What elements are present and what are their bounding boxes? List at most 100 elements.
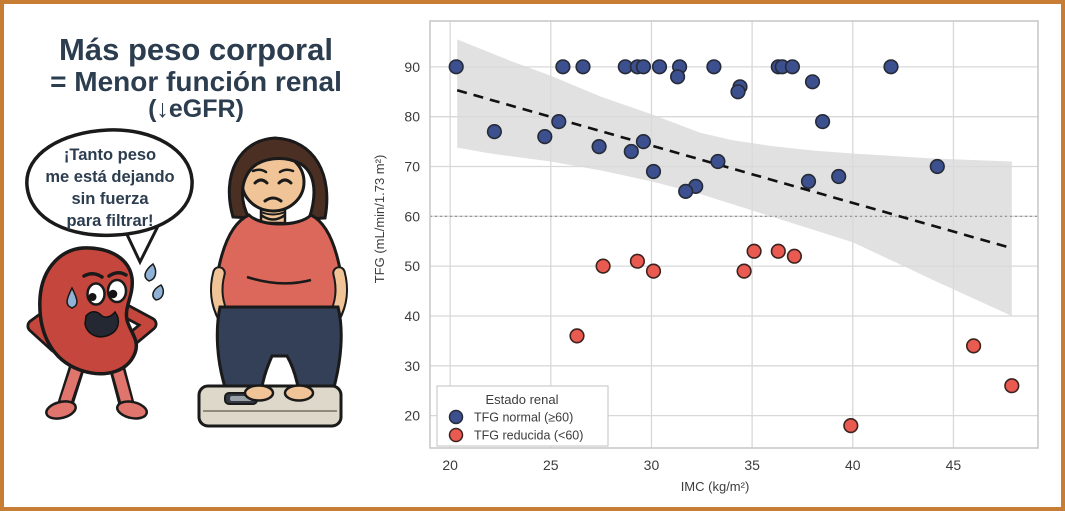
woman-pants	[215, 305, 343, 389]
data-point-normal	[929, 158, 945, 175]
data-point-normal	[448, 59, 464, 75]
y-tick-label: 90	[404, 59, 420, 75]
data-point-reduced	[736, 263, 752, 279]
woman-hair	[227, 136, 329, 221]
data-point-normal	[800, 173, 817, 189]
data-point-normal	[815, 113, 831, 130]
data-point-normal	[555, 59, 571, 75]
woman-right-eye	[277, 178, 293, 185]
data-point-normal	[551, 113, 567, 130]
confidence-band	[457, 39, 1012, 317]
kidney-right-eyebrow	[107, 271, 128, 278]
data-point-normal	[678, 183, 694, 199]
sweat-drop-2	[152, 284, 165, 301]
data-point-reduced	[786, 248, 803, 264]
data-point-normal	[486, 123, 502, 140]
trend-line	[456, 89, 1013, 250]
speech-bubble-body	[25, 128, 194, 238]
kidney-left-eyebrow	[82, 272, 104, 279]
data-point-normal	[831, 168, 847, 185]
woman-collar	[260, 213, 286, 221]
data-point-normal	[635, 134, 652, 150]
x-axis-label: IMC (kg/m²)	[681, 479, 750, 494]
kidney-right-pupil	[108, 289, 118, 299]
kidney-face	[82, 271, 128, 338]
kidney-right-foot	[115, 400, 149, 420]
woman-face-features	[251, 168, 295, 216]
data-point-normal	[537, 129, 553, 145]
y-tick-label: 40	[404, 308, 420, 324]
data-point-reduced	[746, 243, 762, 259]
legend-label-reduced: TFG reducida (<60)	[474, 429, 583, 443]
woman-right-foot	[283, 384, 315, 402]
headline-line2: = Menor función renal	[50, 65, 342, 97]
y-tick-label: 50	[404, 258, 420, 274]
data-point-normal	[651, 59, 668, 75]
data-point-normal	[623, 143, 639, 160]
y-tick-label: 30	[404, 358, 420, 374]
y-tick-label: 60	[404, 208, 420, 224]
y-tick-label: 80	[404, 109, 420, 125]
woman-left-eye	[253, 178, 269, 185]
series-normal	[448, 59, 945, 199]
bubble-line-3: sin fuerza	[71, 190, 149, 208]
woman-chin-line	[260, 211, 286, 216]
data-point-reduced	[645, 263, 662, 279]
bubble-line-1: ¡Tanto peso	[64, 146, 156, 164]
x-tick-label: 30	[644, 457, 660, 473]
y-axis-label: TFG (mL/min/1.73 m²)	[372, 155, 387, 284]
legend-label-normal: TFG normal (≥60)	[474, 411, 573, 425]
kidney-character-graphic	[26, 246, 165, 420]
data-point-reduced	[770, 243, 786, 259]
woman-shirt	[212, 213, 345, 311]
data-point-normal	[804, 74, 821, 90]
headline: Más peso corporal = Menor función renal …	[4, 32, 388, 123]
kidney-left-pupil	[88, 293, 97, 301]
headline-line1: Más peso corporal	[59, 32, 333, 67]
woman-belly-line	[246, 275, 312, 285]
data-point-normal	[670, 69, 686, 85]
x-tick-label: 45	[946, 457, 962, 473]
y-tick-label: 70	[404, 158, 420, 174]
kidney-mouth	[84, 310, 120, 338]
data-point-reduced	[569, 328, 585, 344]
bubble-line-4: para filtrar!	[66, 212, 153, 230]
x-tick-label: 25	[543, 457, 559, 473]
data-point-normal	[706, 59, 722, 75]
data-point-normal	[710, 153, 726, 170]
data-point-normal	[635, 59, 652, 75]
data-point-normal	[730, 84, 746, 100]
data-point-reduced	[629, 253, 646, 269]
legend-marker-normal	[448, 409, 464, 425]
woman-mouth	[263, 196, 283, 203]
legend: Estado renal TFG normal (≥60) TFG reducida…	[436, 385, 609, 447]
kidney-left-foot	[45, 400, 77, 420]
data-point-normal	[575, 59, 591, 75]
headline-line3: (↓eGFR)	[148, 94, 244, 123]
tfg-imc-scatter-chart: 20 25 30 35 40 45 20 30 40 50 60 70 80 90 IMC (kg/m²) T…	[372, 20, 1039, 494]
y-tick-label: 20	[404, 408, 420, 424]
sweat-drop-face	[66, 286, 78, 309]
legend-title: Estado renal	[486, 392, 559, 407]
kidney-body	[38, 246, 139, 376]
data-point-normal	[645, 163, 662, 180]
sweat-drop-1	[144, 262, 157, 282]
bubble-line-2: me está dejando	[45, 168, 174, 186]
speech-bubble-graphic: ¡Tanto peso me está dejando sin fuerza p…	[25, 128, 194, 266]
legend-marker-reduced	[448, 427, 464, 443]
woman-left-foot	[243, 384, 275, 402]
sweat-drops	[66, 262, 165, 309]
x-tick-label: 40	[845, 457, 861, 473]
data-point-reduced	[965, 338, 982, 354]
data-point-normal	[883, 59, 899, 75]
x-tick-label: 35	[744, 457, 760, 473]
woman-on-scale-graphic	[197, 136, 349, 428]
plot-border	[429, 20, 1039, 449]
series-reduced	[569, 243, 1020, 434]
data-point-reduced	[1004, 378, 1020, 394]
data-point-reduced	[843, 418, 859, 434]
legend-box	[436, 385, 609, 447]
x-tick-label: 20	[442, 457, 458, 473]
data-point-normal	[591, 139, 607, 155]
